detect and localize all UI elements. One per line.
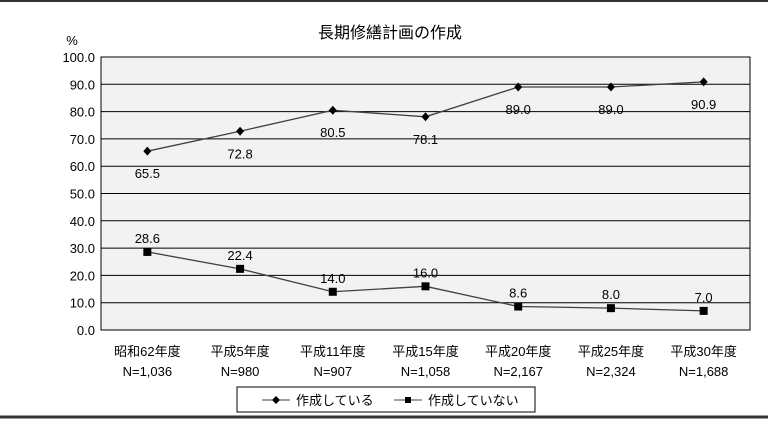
data-label: 78.1: [413, 132, 438, 147]
data-point-square: [236, 264, 245, 273]
data-label: 14.0: [320, 271, 345, 286]
data-label: 80.5: [320, 125, 345, 140]
y-tick-label: 90.0: [70, 77, 95, 92]
legend-label-1: 作成している: [296, 393, 374, 408]
x-tick-label: 平成11年度: [300, 344, 366, 359]
data-point-diamond: [699, 77, 708, 87]
y-tick-label: 30.0: [70, 241, 95, 256]
y-tick-label: 20.0: [70, 268, 95, 283]
y-axis-unit: %: [66, 33, 78, 48]
data-point-diamond: [606, 82, 615, 92]
data-label: 90.9: [691, 97, 716, 112]
data-point-square: [421, 282, 430, 291]
legend: 作成している 作成していない: [236, 386, 536, 413]
data-label: 65.5: [135, 166, 160, 181]
legend-label-2: 作成していない: [428, 393, 519, 408]
data-label: 72.8: [227, 146, 252, 161]
legend-diamond-icon: [272, 396, 280, 404]
data-label: 7.0: [695, 290, 713, 305]
y-tick-label: 40.0: [70, 214, 95, 229]
y-tick-label: 60.0: [70, 159, 95, 174]
x-tick-label: 平成30年度: [670, 344, 736, 359]
data-label: 8.6: [509, 286, 527, 301]
data-point-diamond: [328, 105, 337, 115]
x-sample-size: N=1,058: [401, 364, 451, 379]
x-sample-size: N=980: [221, 364, 260, 379]
data-label: 28.6: [135, 231, 160, 246]
x-tick-label: 昭和62年度: [114, 344, 180, 359]
y-tick-label: 10.0: [70, 296, 95, 311]
y-tick-label: 50.0: [70, 187, 95, 202]
data-label: 89.0: [506, 102, 531, 117]
x-sample-size: N=2,167: [493, 364, 543, 379]
data-point-diamond: [514, 82, 523, 92]
data-label: 22.4: [227, 248, 252, 263]
y-tick-label: 100.0: [62, 50, 95, 65]
x-sample-size: N=1,036: [123, 364, 173, 379]
x-sample-size: N=1,688: [679, 364, 729, 379]
data-point-square: [328, 287, 337, 296]
data-label: 8.0: [602, 287, 620, 302]
y-tick-label: 0.0: [77, 323, 95, 338]
y-tick-label: 70.0: [70, 132, 95, 147]
legend-square-icon: [405, 397, 411, 403]
data-point-diamond: [421, 112, 430, 122]
y-tick-label: 80.0: [70, 105, 95, 120]
x-sample-size: N=907: [313, 364, 352, 379]
data-label: 16.0: [413, 265, 438, 280]
data-label: 89.0: [598, 102, 623, 117]
x-tick-label: 平成20年度: [485, 344, 551, 359]
data-point-square: [699, 306, 708, 315]
chart-title: 長期修繕計画の作成: [318, 24, 462, 42]
data-point-square: [514, 302, 523, 311]
data-point-diamond: [143, 146, 152, 156]
data-point-square: [143, 247, 152, 256]
x-sample-size: N=2,324: [586, 364, 636, 379]
data-point-square: [606, 304, 615, 313]
data-point-diamond: [236, 126, 245, 136]
x-tick-label: 平成25年度: [578, 344, 644, 359]
x-tick-label: 平成5年度: [210, 344, 269, 359]
x-tick-label: 平成15年度: [392, 344, 458, 359]
